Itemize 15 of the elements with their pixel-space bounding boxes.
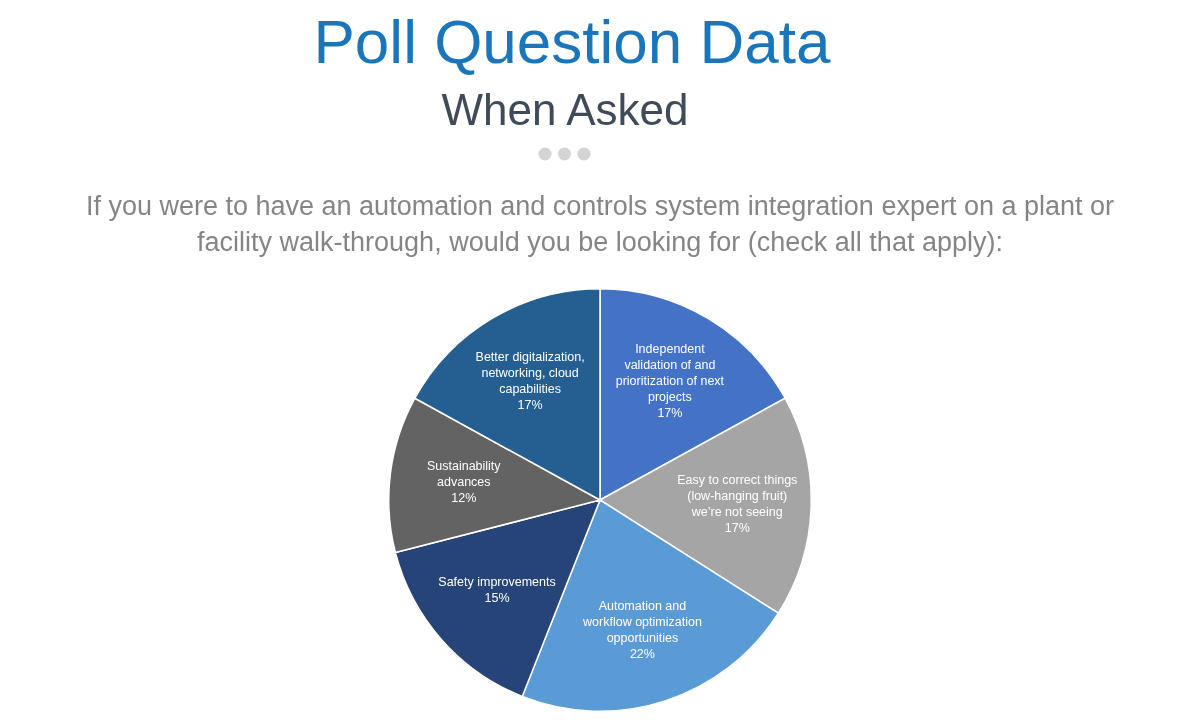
slice-label: Easy to correct things (low-hanging fruit) we’re not seeing — [677, 472, 798, 519]
chart-title: Poll Question Data — [312, 6, 832, 78]
data-label: 17% — [724, 520, 750, 535]
slice-label: Better digitalization, networking, cloud capabilities — [475, 350, 585, 397]
data-label: 22% — [629, 647, 655, 662]
slice-label: Independent validation of and prioritization of next projects — [615, 342, 725, 405]
data-label: 12% — [451, 491, 477, 506]
data-label: 17% — [657, 406, 683, 421]
slice-label: Safety improvements — [438, 575, 556, 590]
text: If you were to have an automation and controls system integration expert on a plant or facility walk-through, would you be looking for (check all that apply): — [84, 190, 1116, 259]
data-label: 17% — [517, 398, 543, 413]
chart-subtitle: When Asked — [440, 84, 690, 136]
data-label: 15% — [484, 591, 510, 606]
slice-label: Sustainability advances — [426, 459, 502, 490]
slice-label: Automation and workflow optimization opportunities — [582, 599, 702, 646]
